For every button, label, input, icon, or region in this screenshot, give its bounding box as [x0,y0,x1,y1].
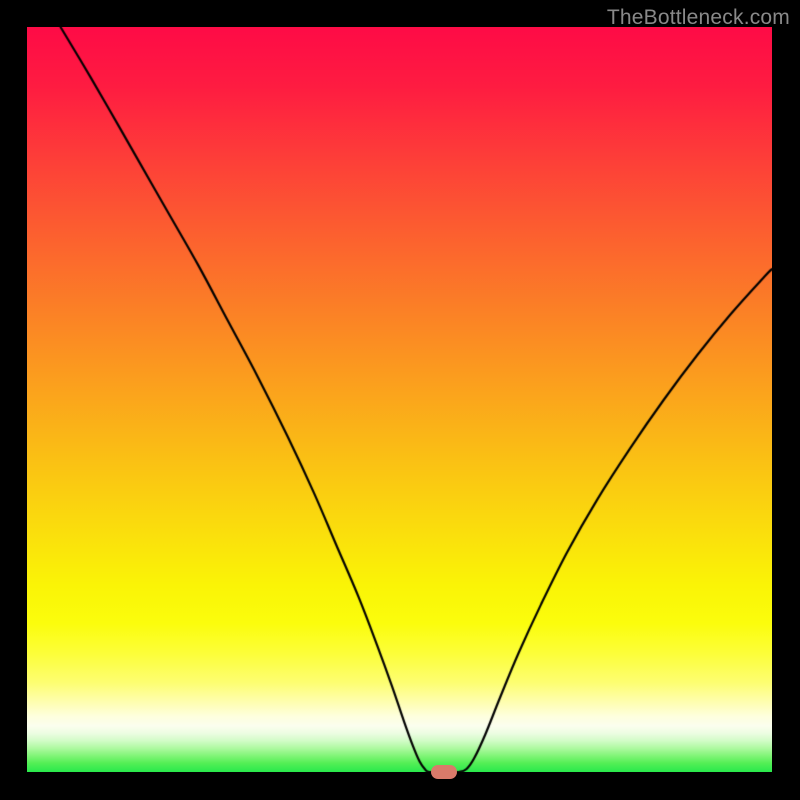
bottleneck-curve [0,0,800,800]
optimal-point-marker [431,765,457,779]
chart-root: TheBottleneck.com [0,0,800,800]
source-watermark: TheBottleneck.com [607,6,790,30]
